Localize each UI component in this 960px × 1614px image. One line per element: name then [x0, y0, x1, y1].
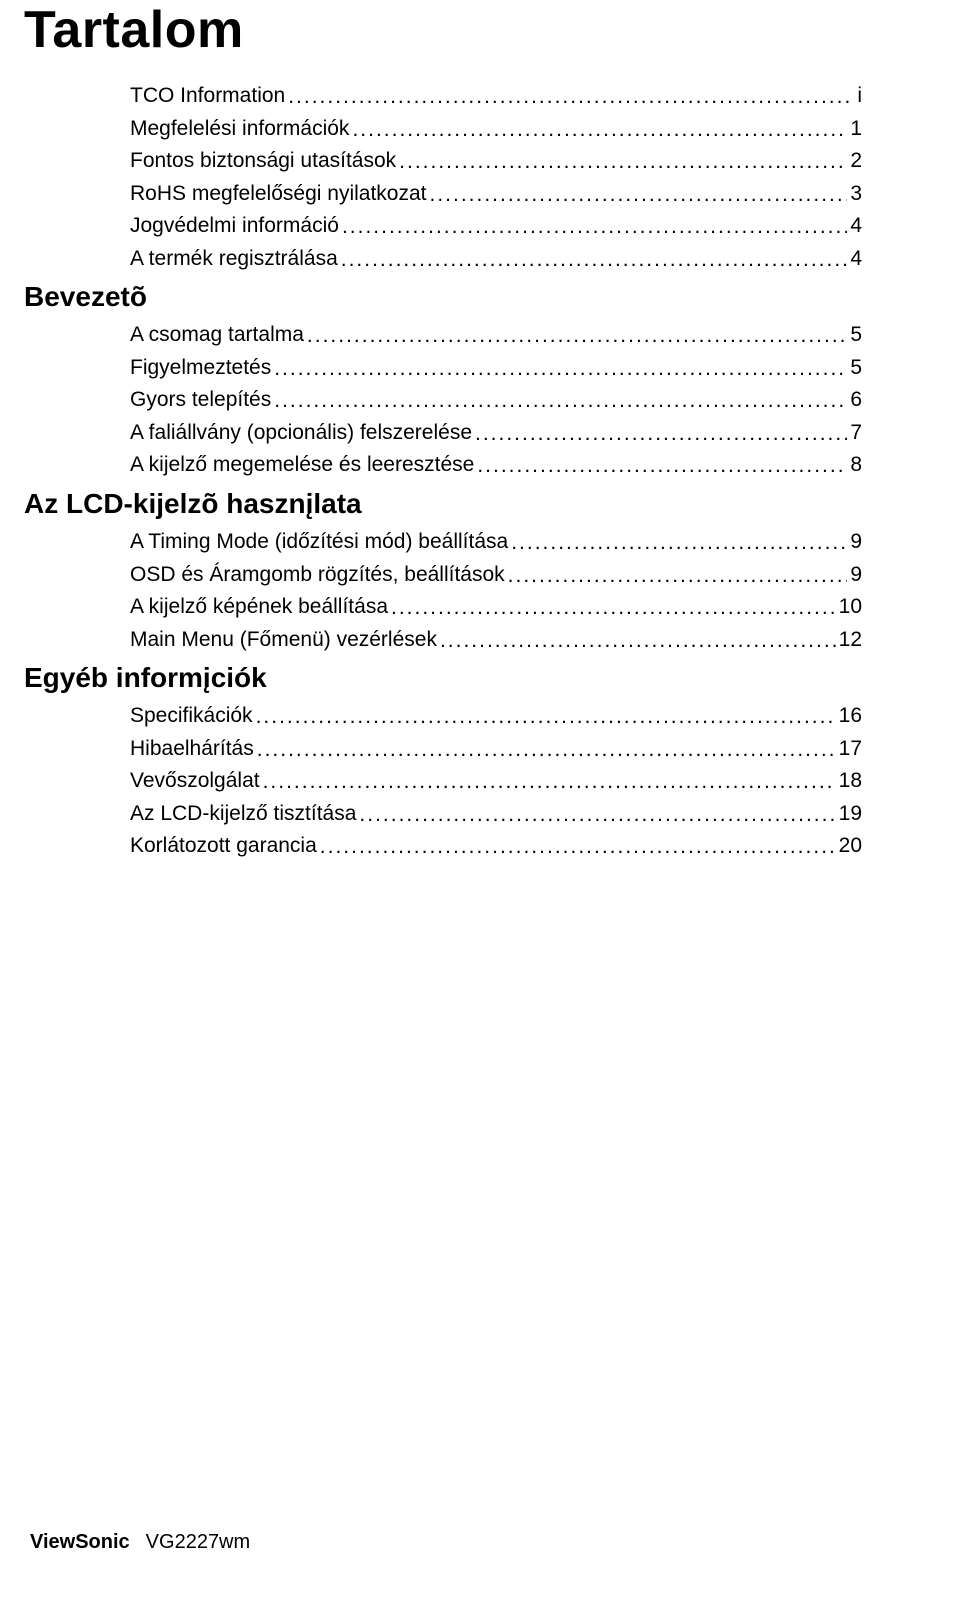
- toc-page-number: 20: [839, 830, 862, 863]
- toc-row: TCO Information i: [130, 80, 862, 113]
- toc-leader-dots: [274, 352, 847, 385]
- toc-label: Figyelmeztetés: [130, 352, 271, 385]
- toc-page-number: 10: [839, 591, 862, 624]
- toc-label: A termék regisztrálása: [130, 243, 338, 276]
- toc-leader-dots: [475, 417, 847, 450]
- toc-leader-dots: [274, 384, 847, 417]
- toc-row: A kijelző megemelése és leeresztése 8: [130, 449, 862, 482]
- toc-leader-dots: [342, 210, 847, 243]
- toc-row: OSD és Áramgomb rögzítés, beállítások 9: [130, 559, 862, 592]
- toc-page-number: 4: [850, 210, 862, 243]
- toc-row: A kijelző képének beállítása 10: [130, 591, 862, 624]
- toc-label: Jogvédelmi információ: [130, 210, 339, 243]
- toc-page-number: i: [857, 80, 862, 113]
- toc-label: A csomag tartalma: [130, 319, 304, 352]
- toc-leader-dots: [477, 449, 847, 482]
- toc-page-number: 9: [850, 559, 862, 592]
- toc-page-number: 18: [839, 765, 862, 798]
- toc-leader-dots: [508, 559, 848, 592]
- toc-page-number: 7: [850, 417, 862, 450]
- toc-label: Hibaelhárítás: [130, 733, 254, 766]
- toc-label: Gyors telepítés: [130, 384, 271, 417]
- toc-row: Korlátozott garancia 20: [130, 830, 862, 863]
- section-items: TCO Information iMegfelelési információk…: [30, 80, 862, 275]
- section-heading: Egyéb informįciók: [24, 662, 862, 694]
- toc-leader-dots: [307, 319, 847, 352]
- toc-label: A kijelző képének beállítása: [130, 591, 388, 624]
- toc-leader-dots: [399, 145, 847, 178]
- toc-label: Korlátozott garancia: [130, 830, 317, 863]
- toc-leader-dots: [429, 178, 847, 211]
- toc-row: Main Menu (Főmenü) vezérlések 12: [130, 624, 862, 657]
- toc-page-number: 8: [850, 449, 862, 482]
- toc-row: A termék regisztrálása 4: [130, 243, 862, 276]
- toc-label: Main Menu (Főmenü) vezérlések: [130, 624, 437, 657]
- toc-label: TCO Information: [130, 80, 285, 113]
- toc-leader-dots: [341, 243, 848, 276]
- toc-row: A faliállvány (opcionális) felszerelése …: [130, 417, 862, 450]
- toc-page-number: 16: [839, 700, 862, 733]
- toc-leader-dots: [511, 526, 847, 559]
- toc-page-number: 9: [850, 526, 862, 559]
- toc-label: Megfelelési információk: [130, 113, 349, 146]
- toc-page-number: 5: [850, 352, 862, 385]
- toc-label: A kijelző megemelése és leeresztése: [130, 449, 474, 482]
- toc-leader-dots: [320, 830, 836, 863]
- toc-leader-dots: [256, 700, 836, 733]
- toc-leader-dots: [391, 591, 836, 624]
- toc-row: Gyors telepítés 6: [130, 384, 862, 417]
- toc-label: OSD és Áramgomb rögzítés, beállítások: [130, 559, 505, 592]
- toc-page-number: 2: [850, 145, 862, 178]
- toc-row: Fontos biztonsági utasítások 2: [130, 145, 862, 178]
- toc-page-number: 4: [850, 243, 862, 276]
- toc-leader-dots: [263, 765, 836, 798]
- toc-row: RoHS megfelelőségi nyilatkozat 3: [130, 178, 862, 211]
- toc-page-number: 19: [839, 798, 862, 831]
- toc-row: Vevőszolgálat 18: [130, 765, 862, 798]
- toc-page-number: 1: [850, 113, 862, 146]
- toc-row: Specifikációk 16: [130, 700, 862, 733]
- toc-row: Megfelelési információk 1: [130, 113, 862, 146]
- page-title: Tartalom: [24, 0, 862, 60]
- toc-row: A Timing Mode (időzítési mód) beállítása…: [130, 526, 862, 559]
- footer-model: VG2227wm: [146, 1531, 251, 1553]
- section-heading: Az LCD-kijelzõ hasznįlata: [24, 488, 862, 520]
- toc-label: Vevőszolgálat: [130, 765, 260, 798]
- toc-page-number: 3: [850, 178, 862, 211]
- section-items: A csomag tartalma 5Figyelmeztetés 5Gyors…: [30, 319, 862, 482]
- section-items: Specifikációk 16Hibaelhárítás 17Vevőszol…: [30, 700, 862, 863]
- toc-leader-dots: [352, 113, 847, 146]
- toc-row: Figyelmeztetés 5: [130, 352, 862, 385]
- toc-leader-dots: [288, 80, 854, 113]
- footer-brand: ViewSonic: [30, 1531, 130, 1553]
- toc-label: Fontos biztonsági utasítások: [130, 145, 396, 178]
- toc-page-number: 12: [839, 624, 862, 657]
- section-items: A Timing Mode (időzítési mód) beállítása…: [30, 526, 862, 656]
- section-heading: Bevezetõ: [24, 281, 862, 313]
- toc-row: Jogvédelmi információ 4: [130, 210, 862, 243]
- toc-page-number: 17: [839, 733, 862, 766]
- toc-page-number: 5: [850, 319, 862, 352]
- table-of-contents: TCO Information iMegfelelési információk…: [30, 80, 862, 863]
- toc-row: A csomag tartalma 5: [130, 319, 862, 352]
- toc-label: Az LCD-kijelző tisztítása: [130, 798, 356, 831]
- toc-row: Az LCD-kijelző tisztítása 19: [130, 798, 862, 831]
- toc-leader-dots: [440, 624, 836, 657]
- toc-label: A Timing Mode (időzítési mód) beállítása: [130, 526, 508, 559]
- toc-label: A faliállvány (opcionális) felszerelése: [130, 417, 472, 450]
- toc-label: Specifikációk: [130, 700, 253, 733]
- toc-leader-dots: [359, 798, 835, 831]
- footer: ViewSonic VG2227wm: [30, 1531, 250, 1554]
- toc-row: Hibaelhárítás 17: [130, 733, 862, 766]
- toc-page-number: 6: [850, 384, 862, 417]
- toc-label: RoHS megfelelőségi nyilatkozat: [130, 178, 426, 211]
- toc-leader-dots: [257, 733, 836, 766]
- page: Tartalom TCO Information iMegfelelési in…: [0, 0, 960, 1614]
